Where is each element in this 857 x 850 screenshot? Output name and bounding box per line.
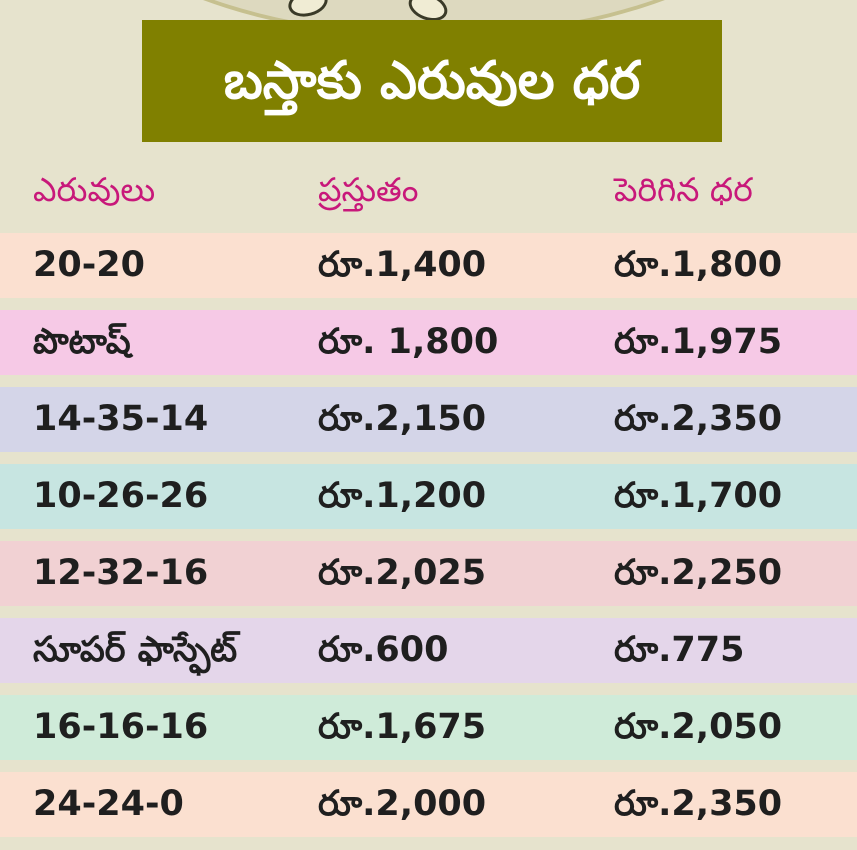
fertilizer-name: 20-20	[33, 245, 145, 285]
current-price: రూ.2,025	[318, 553, 487, 593]
fertilizer-name: 16-16-16	[33, 707, 209, 747]
increased-price: రూ.2,050	[614, 707, 783, 747]
table-row: సూపర్ ఫాస్ఫేట్ రూ.600 రూ.775	[0, 618, 857, 683]
current-price: రూ.1,675	[318, 707, 487, 747]
fertilizer-name: సూపర్ ఫాస్ఫేట్	[33, 630, 238, 670]
fertilizer-name: 14-35-14	[33, 399, 209, 439]
table-row: 24-24-0 రూ.2,000 రూ.2,350	[0, 772, 857, 837]
fertilizer-name: పొటాష్	[33, 322, 131, 362]
table-row: 12-32-16 రూ.2,025 రూ.2,250	[0, 541, 857, 606]
table-row: 20-20 రూ.1,400 రూ.1,800	[0, 233, 857, 298]
current-price: రూ. 1,800	[318, 322, 499, 362]
current-price: రూ.600	[318, 630, 449, 670]
increased-price: రూ.2,350	[614, 784, 783, 824]
header-current-price: ప్రస్తుతం	[318, 170, 419, 209]
increased-price: రూ.775	[614, 630, 745, 670]
current-price: రూ.1,400	[318, 245, 487, 285]
table-row: పొటాష్ రూ. 1,800 రూ.1,975	[0, 310, 857, 375]
increased-price: రూ.1,800	[614, 245, 783, 285]
header-increased-price: పెరిగిన ధర	[614, 170, 753, 209]
header-fertilizer: ఎరువులు	[33, 170, 156, 209]
current-price: రూ.2,000	[318, 784, 487, 824]
table-row: 10-26-26 రూ.1,200 రూ.1,700	[0, 464, 857, 529]
page-title: బస్తాకు ఎరువుల ధర	[223, 51, 641, 111]
price-table: 20-20 రూ.1,400 రూ.1,800 పొటాష్ రూ. 1,800…	[0, 233, 857, 849]
increased-price: రూ.1,975	[614, 322, 783, 362]
increased-price: రూ.2,350	[614, 399, 783, 439]
table-header: ఎరువులు ప్రస్తుతం పెరిగిన ధర	[0, 162, 857, 218]
increased-price: రూ.1,700	[614, 476, 783, 516]
fertilizer-name: 24-24-0	[33, 784, 184, 824]
increased-price: రూ.2,250	[614, 553, 783, 593]
current-price: రూ.2,150	[318, 399, 487, 439]
table-row: 14-35-14 రూ.2,150 రూ.2,350	[0, 387, 857, 452]
fertilizer-name: 12-32-16	[33, 553, 209, 593]
fertilizer-name: 10-26-26	[33, 476, 209, 516]
current-price: రూ.1,200	[318, 476, 487, 516]
table-row: 16-16-16 రూ.1,675 రూ.2,050	[0, 695, 857, 760]
title-banner: బస్తాకు ఎరువుల ధర	[142, 20, 722, 142]
